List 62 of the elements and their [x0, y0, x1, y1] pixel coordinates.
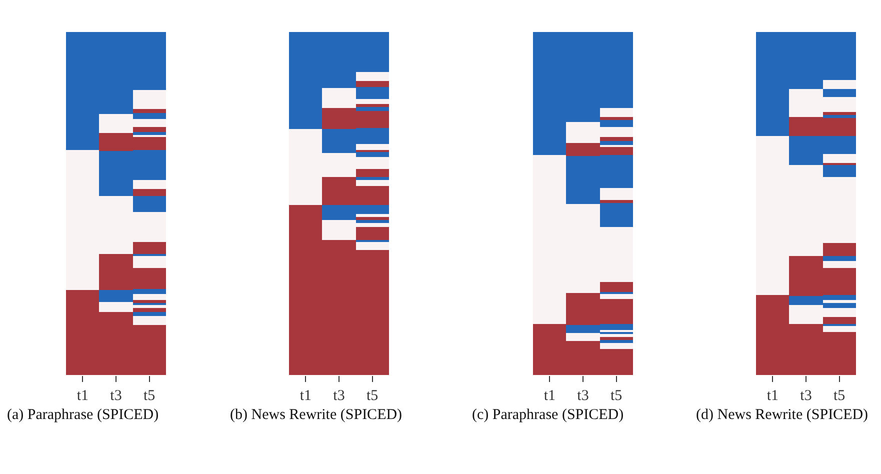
bar — [133, 180, 166, 189]
bar — [823, 165, 856, 177]
bar — [133, 300, 166, 303]
bar — [356, 144, 389, 150]
bar — [133, 312, 166, 316]
x-tick-label: t3 — [800, 388, 812, 404]
x-tick-label: t1 — [300, 388, 312, 404]
bar — [133, 256, 166, 268]
x-tick-label: t5 — [833, 388, 846, 404]
x-tick-label: t1 — [544, 388, 556, 404]
bar — [356, 227, 389, 240]
x-tick-label: t5 — [143, 388, 156, 404]
text: (b) News Rewrite (SPICED) — [230, 407, 402, 423]
bar — [356, 177, 389, 180]
bar — [356, 180, 389, 186]
bar — [823, 154, 856, 163]
bar — [133, 308, 166, 312]
x-tick-label: t3 — [577, 388, 589, 404]
bar — [600, 188, 633, 200]
x-tick-label: t1 — [766, 388, 779, 404]
x-tick-label: t1 — [76, 388, 89, 404]
bar — [356, 104, 389, 107]
bar — [356, 220, 389, 223]
bar — [823, 261, 856, 268]
bar — [133, 109, 166, 113]
x-tick-label: t3 — [110, 388, 122, 404]
bar — [356, 107, 389, 111]
text: (a) Paraphrase (SPICED) — [7, 407, 159, 423]
bar — [600, 340, 633, 343]
bar — [133, 196, 166, 212]
bar — [600, 137, 633, 141]
bar — [600, 294, 633, 299]
bar — [356, 72, 389, 81]
bar — [600, 117, 633, 120]
text: (d) News Rewrite (SPICED) — [696, 407, 868, 423]
bar — [600, 108, 633, 117]
bar — [823, 326, 856, 332]
bar — [600, 200, 633, 203]
x-tick-label: t5 — [366, 388, 378, 404]
x-tick-label: t5 — [610, 388, 622, 404]
bar — [823, 317, 856, 324]
bar — [823, 80, 856, 89]
bar — [600, 282, 633, 292]
bar — [823, 256, 856, 261]
bar — [133, 189, 166, 196]
bar — [133, 242, 166, 254]
text: (c) Paraphrase (SPICED) — [472, 407, 624, 423]
bar — [133, 127, 166, 132]
bar — [823, 89, 856, 97]
bar — [356, 214, 389, 217]
bar — [600, 141, 633, 145]
bar — [823, 112, 856, 115]
bar — [823, 243, 856, 256]
bar — [356, 242, 389, 250]
bar — [133, 316, 166, 325]
bar — [133, 294, 166, 300]
bar — [133, 132, 166, 135]
bar — [356, 81, 389, 87]
bar — [133, 90, 166, 109]
bar — [823, 115, 856, 118]
bar — [600, 343, 633, 349]
x-tick-label: t3 — [333, 388, 345, 404]
